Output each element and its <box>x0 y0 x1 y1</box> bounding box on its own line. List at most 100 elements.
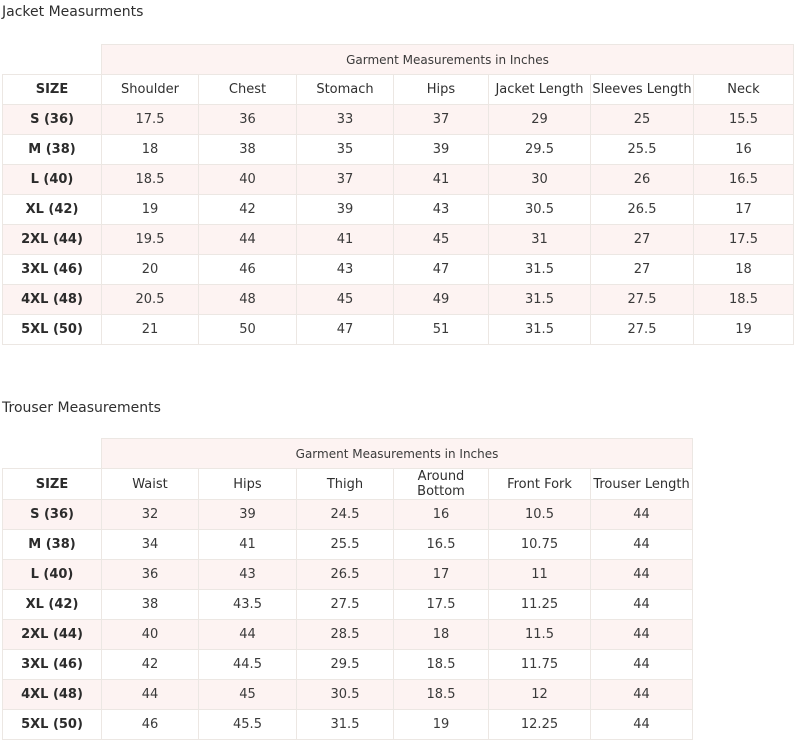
jacket-size-cell: 2XL (44) <box>2 224 102 255</box>
trouser-measurement-cell: 40 <box>101 619 199 650</box>
jacket-table-row: 5XL (50) 21 50 47 51 31.5 27.5 19 <box>2 314 794 345</box>
jacket-measurement-cell: 30.5 <box>488 194 591 225</box>
jacket-measurement-cell: 21 <box>101 314 199 345</box>
jacket-measurement-cell: 30 <box>488 164 591 195</box>
jacket-measurement-cell: 36 <box>198 104 297 135</box>
trouser-measurement-cell: 11.5 <box>488 619 591 650</box>
trouser-size-cell: S (36) <box>2 499 102 530</box>
jacket-measurements-table: Garment Measurements in Inches SIZE Shou… <box>2 44 794 345</box>
trouser-measurement-cell: 16.5 <box>393 529 489 560</box>
trouser-measurement-cell: 16 <box>393 499 489 530</box>
trouser-measurement-cell: 45.5 <box>198 709 297 740</box>
jacket-table-row: XL (42) 19 42 39 43 30.5 26.5 17 <box>2 194 794 225</box>
jacket-measurement-cell: 27 <box>590 224 694 255</box>
trouser-measurement-cell: 44 <box>589 709 694 740</box>
trouser-size-cell: M (38) <box>2 529 102 560</box>
jacket-table-row: 4XL (48) 20.5 48 45 49 31.5 27.5 18.5 <box>2 284 794 315</box>
jacket-table-row: 3XL (46) 20 46 43 47 31.5 27 18 <box>2 254 794 285</box>
trouser-size-cell: 2XL (44) <box>2 619 102 650</box>
jacket-measurement-cell: 27.5 <box>590 314 694 345</box>
trouser-measurement-cell: 39 <box>198 499 297 530</box>
trouser-table-row: 5XL (50) 46 45.5 31.5 19 12.25 44 <box>2 709 694 740</box>
jacket-measurement-cell: 27.5 <box>590 284 694 315</box>
trouser-group-header: Garment Measurements in Inches <box>100 438 694 469</box>
trouser-measurement-cell: 44.5 <box>198 649 297 680</box>
trouser-col-header-thigh: Thigh <box>296 468 394 500</box>
trouser-measurement-cell: 30.5 <box>296 679 394 710</box>
jacket-group-header-row: Garment Measurements in Inches <box>2 44 794 75</box>
jacket-measurement-cell: 43 <box>393 194 489 225</box>
trouser-measurement-cell: 24.5 <box>296 499 394 530</box>
trouser-measurement-cell: 28.5 <box>296 619 394 650</box>
trouser-table-row: XL (42) 38 43.5 27.5 17.5 11.25 44 <box>2 589 694 620</box>
jacket-measurement-cell: 15.5 <box>693 104 794 135</box>
trouser-measurement-cell: 44 <box>589 619 694 650</box>
jacket-table-row: 2XL (44) 19.5 44 41 45 31 27 17.5 <box>2 224 794 255</box>
trouser-measurement-cell: 44 <box>101 679 199 710</box>
jacket-measurement-cell: 18.5 <box>693 284 794 315</box>
jacket-measurement-cell: 29.5 <box>488 134 591 165</box>
jacket-size-cell: 4XL (48) <box>2 284 102 315</box>
trouser-measurement-cell: 18.5 <box>393 679 489 710</box>
jacket-measurement-cell: 31.5 <box>488 284 591 315</box>
jacket-measurement-cell: 38 <box>198 134 297 165</box>
jacket-size-cell: XL (42) <box>2 194 102 225</box>
trouser-size-cell: 4XL (48) <box>2 679 102 710</box>
jacket-measurement-cell: 16 <box>693 134 794 165</box>
trouser-measurement-cell: 29.5 <box>296 649 394 680</box>
trouser-measurement-cell: 42 <box>101 649 199 680</box>
trouser-measurement-cell: 38 <box>101 589 199 620</box>
trouser-measurement-cell: 26.5 <box>296 559 394 590</box>
jacket-measurement-cell: 20 <box>101 254 199 285</box>
jacket-measurement-cell: 37 <box>296 164 394 195</box>
trouser-measurement-cell: 11.25 <box>488 589 591 620</box>
trouser-measurement-cell: 18.5 <box>393 649 489 680</box>
jacket-measurement-cell: 20.5 <box>101 284 199 315</box>
trouser-measurement-cell: 10.75 <box>488 529 591 560</box>
trouser-measurement-cell: 27.5 <box>296 589 394 620</box>
jacket-measurement-cell: 42 <box>198 194 297 225</box>
jacket-measurement-cell: 33 <box>296 104 394 135</box>
jacket-size-cell: 3XL (46) <box>2 254 102 285</box>
trouser-measurement-cell: 25.5 <box>296 529 394 560</box>
jacket-size-cell: 5XL (50) <box>2 314 102 345</box>
jacket-measurement-cell: 51 <box>393 314 489 345</box>
trouser-col-header-hips: Hips <box>198 468 297 500</box>
jacket-measurement-cell: 26 <box>590 164 694 195</box>
jacket-measurement-cell: 41 <box>393 164 489 195</box>
trouser-measurement-cell: 44 <box>589 499 694 530</box>
jacket-measurement-cell: 29 <box>488 104 591 135</box>
trouser-measurement-cell: 43 <box>198 559 297 590</box>
trouser-column-header-row: SIZE Waist Hips Thigh Around Bottom Fron… <box>2 468 694 500</box>
jacket-measurement-cell: 16.5 <box>693 164 794 195</box>
jacket-measurement-cell: 19 <box>693 314 794 345</box>
trouser-measurement-cell: 46 <box>101 709 199 740</box>
trouser-table-row: M (38) 34 41 25.5 16.5 10.75 44 <box>2 529 694 560</box>
jacket-col-header-neck: Neck <box>693 74 794 105</box>
trouser-measurement-cell: 12.25 <box>488 709 591 740</box>
jacket-measurement-cell: 18 <box>101 134 199 165</box>
jacket-measurement-cell: 31.5 <box>488 314 591 345</box>
jacket-measurement-cell: 45 <box>393 224 489 255</box>
jacket-measurement-cell: 35 <box>296 134 394 165</box>
jacket-blank-corner <box>2 44 102 75</box>
jacket-measurement-cell: 47 <box>393 254 489 285</box>
jacket-measurement-cell: 26.5 <box>590 194 694 225</box>
jacket-measurement-cell: 27 <box>590 254 694 285</box>
trouser-table-row: S (36) 32 39 24.5 16 10.5 44 <box>2 499 694 530</box>
jacket-measurement-cell: 31.5 <box>488 254 591 285</box>
jacket-measurement-cell: 48 <box>198 284 297 315</box>
trouser-measurement-cell: 11 <box>488 559 591 590</box>
trouser-col-header-around-bottom: Around Bottom <box>393 468 489 500</box>
jacket-measurement-cell: 31 <box>488 224 591 255</box>
trouser-measurement-cell: 44 <box>589 679 694 710</box>
trouser-col-header-size: SIZE <box>2 468 102 500</box>
trouser-measurement-cell: 11.75 <box>488 649 591 680</box>
trouser-table-row: L (40) 36 43 26.5 17 11 44 <box>2 559 694 590</box>
jacket-size-cell: L (40) <box>2 164 102 195</box>
trouser-blank-corner <box>2 438 102 469</box>
trouser-measurement-cell: 44 <box>589 559 694 590</box>
jacket-column-header-row: SIZE Shoulder Chest Stomach Hips Jacket … <box>2 74 794 105</box>
jacket-measurement-cell: 39 <box>296 194 394 225</box>
trouser-measurement-cell: 18 <box>393 619 489 650</box>
